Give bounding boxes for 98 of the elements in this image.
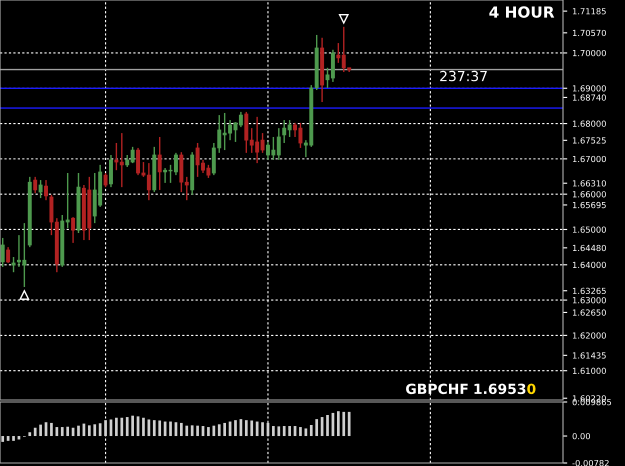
candlestick — [12, 256, 16, 273]
bar — [82, 424, 86, 436]
bar — [299, 427, 302, 436]
bar — [185, 426, 188, 436]
bar — [120, 418, 124, 436]
chart-title: 4 HOUR — [489, 6, 554, 18]
bar — [196, 426, 199, 436]
bar — [104, 420, 107, 436]
bar — [110, 419, 112, 436]
y-tick-label: 1.65000 — [572, 226, 606, 233]
bar — [180, 422, 183, 436]
bar — [250, 420, 254, 436]
y-tick-label: 1.67000 — [572, 156, 606, 162]
bar — [315, 419, 318, 436]
bar — [148, 419, 150, 436]
candlestick — [71, 216, 76, 244]
bar — [294, 426, 296, 436]
candlestick — [44, 179, 48, 201]
bar — [288, 426, 291, 436]
bar — [28, 432, 32, 436]
annotation: 1.69530 — [474, 384, 536, 394]
candlestick — [6, 246, 10, 264]
bar — [77, 426, 80, 436]
bar — [152, 420, 156, 436]
bar — [174, 422, 178, 436]
bar — [272, 426, 275, 436]
bar — [282, 426, 286, 436]
y-tick-label: 1.69000 — [572, 85, 606, 92]
y-tick-label: -0.00782 — [572, 460, 609, 466]
bar — [240, 419, 242, 436]
bar — [126, 417, 129, 436]
bar — [34, 428, 37, 436]
bar — [190, 425, 194, 436]
bar — [234, 420, 237, 436]
candlestick — [38, 179, 43, 199]
bar — [93, 424, 96, 436]
bar — [115, 418, 118, 436]
bar — [72, 428, 74, 436]
y-tick-label: 1.67525 — [572, 137, 606, 144]
bar — [44, 422, 48, 436]
y-tick-label: 1.62000 — [572, 332, 606, 339]
bar — [212, 426, 216, 436]
y-tick-label: 1.61000 — [572, 368, 606, 374]
bar — [326, 414, 329, 436]
bar — [244, 420, 248, 436]
bar — [6, 436, 10, 441]
bar — [98, 423, 102, 436]
y-tick-label: 0.00 — [572, 433, 590, 440]
y-tick-label: 1.61435 — [572, 352, 606, 359]
bar — [320, 417, 324, 436]
bar — [142, 418, 145, 436]
y-tick-label: 1.64000 — [572, 262, 606, 268]
y-tick-label: 1.65695 — [572, 202, 606, 208]
bar — [277, 426, 280, 436]
bar — [228, 422, 232, 436]
bar — [332, 412, 334, 436]
bar — [223, 422, 226, 436]
bar — [18, 436, 20, 440]
y-tick-label: 1.63000 — [572, 297, 606, 304]
y-tick-label: 1.62650 — [572, 309, 606, 316]
bar — [158, 420, 162, 436]
y-tick-label: 1.64480 — [572, 244, 606, 252]
y-tick-label: 1.70000 — [572, 50, 606, 56]
candlestick — [0, 237, 5, 268]
bar — [348, 412, 351, 436]
bar — [218, 424, 221, 436]
bar — [207, 427, 210, 436]
candlestick — [158, 136, 162, 191]
bar — [266, 422, 270, 436]
bar — [164, 422, 166, 436]
y-tick-label: 1.68000 — [572, 120, 606, 127]
bar — [304, 428, 308, 436]
bar — [55, 427, 58, 436]
bar — [1, 436, 4, 442]
bar — [66, 426, 70, 436]
y-tick-label: 1.66000 — [572, 191, 606, 198]
bar — [60, 427, 64, 436]
bar — [169, 422, 172, 436]
bar — [39, 424, 42, 436]
bar — [12, 436, 15, 441]
y-tick-label: 1.70570 — [572, 30, 606, 36]
bar — [256, 422, 258, 436]
annotation: 237:37 — [440, 70, 487, 82]
candlestick — [33, 176, 38, 194]
bar — [342, 412, 346, 436]
bar — [131, 416, 134, 436]
y-tick-label: 1.63265 — [572, 288, 606, 294]
bar — [88, 425, 91, 436]
bar — [336, 411, 340, 436]
y-tick-label: 1.71185 — [572, 8, 606, 14]
annotation: GBPCHF — [406, 384, 468, 394]
bar — [136, 416, 140, 436]
bar — [50, 422, 53, 436]
y-tick-label: 1.68740 — [572, 94, 606, 101]
bar — [202, 426, 204, 436]
bar — [261, 422, 264, 436]
bar — [310, 424, 313, 436]
y-tick-label: 1.66310 — [572, 180, 606, 187]
